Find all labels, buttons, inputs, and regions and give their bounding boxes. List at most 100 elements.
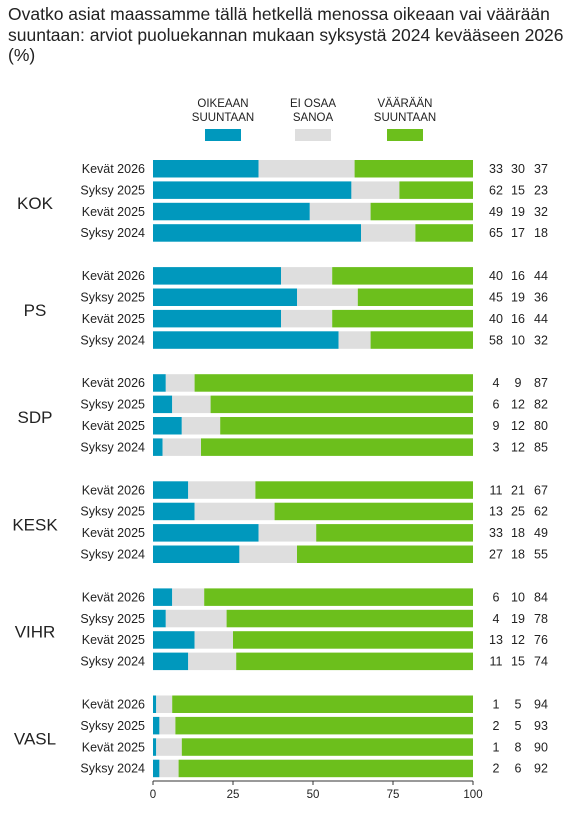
- value-label: 94: [534, 698, 548, 712]
- bar-segment-oikeaan: [153, 588, 173, 606]
- bar-segment-ei_osaa: [297, 288, 358, 306]
- value-label: 19: [511, 291, 525, 305]
- value-label: 76: [534, 633, 548, 647]
- bar-segment-vaaraan: [274, 502, 473, 521]
- value-label: 9: [515, 376, 522, 390]
- bar-segment-vaaraan: [332, 267, 473, 285]
- value-label: 18: [511, 526, 525, 540]
- bar-segment-vaaraan: [226, 609, 473, 628]
- bar-segment-oikeaan: [153, 759, 160, 778]
- bar-segment-oikeaan: [153, 631, 195, 649]
- value-label: 12: [511, 419, 525, 433]
- bar-segment-ei_osaa: [281, 309, 333, 328]
- value-label: 78: [534, 612, 548, 626]
- period-label: Kevät 2026: [82, 698, 145, 712]
- value-label: 18: [511, 548, 525, 562]
- bar-segment-vaaraan: [236, 652, 473, 671]
- bar-segment-oikeaan: [153, 738, 157, 756]
- period-label: Kevät 2025: [82, 526, 145, 540]
- legend-label: SUUNTAAN: [374, 112, 436, 124]
- bar-segment-ei_osaa: [165, 609, 227, 628]
- bar-segment-oikeaan: [153, 438, 163, 456]
- x-tick-label: 0: [150, 789, 156, 801]
- bar-segment-vaaraan: [204, 588, 473, 606]
- value-label: 58: [489, 333, 503, 347]
- bar-segment-ei_osaa: [162, 438, 201, 456]
- value-label: 19: [511, 612, 525, 626]
- bar-segment-ei_osaa: [351, 181, 400, 199]
- value-label: 12: [511, 633, 525, 647]
- bar-segment-ei_osaa: [172, 395, 211, 414]
- value-label: 37: [534, 162, 548, 176]
- value-label: 2: [493, 719, 500, 733]
- period-label: Kevät 2025: [82, 740, 145, 754]
- value-label: 44: [534, 269, 548, 283]
- bar-segment-oikeaan: [153, 695, 157, 713]
- period-label: Kevät 2026: [82, 162, 145, 176]
- value-label: 92: [534, 762, 548, 776]
- bar-segment-oikeaan: [153, 545, 240, 563]
- bar-segment-vaaraan: [220, 417, 473, 435]
- bar-segment-ei_osaa: [361, 224, 416, 242]
- bar-segment-vaaraan: [357, 288, 473, 306]
- x-tick-label: 50: [307, 789, 320, 801]
- period-label: Syksy 2025: [80, 398, 145, 412]
- bar-segment-ei_osaa: [181, 417, 221, 435]
- value-label: 45: [489, 291, 503, 305]
- period-label: Kevät 2026: [82, 590, 145, 604]
- bar-segment-ei_osaa: [156, 738, 182, 756]
- bar-segment-vaaraan: [201, 438, 473, 456]
- bar-segment-vaaraan: [175, 716, 473, 735]
- period-label: Syksy 2025: [80, 183, 145, 197]
- legend-swatch: [295, 129, 331, 141]
- value-label: 6: [515, 762, 522, 776]
- value-label: 13: [489, 633, 503, 647]
- bar-segment-oikeaan: [153, 652, 189, 671]
- value-label: 18: [534, 226, 548, 240]
- value-label: 36: [534, 291, 548, 305]
- legend-label: EI OSAA: [290, 98, 336, 110]
- period-label: Kevät 2026: [82, 483, 145, 497]
- bar-segment-ei_osaa: [188, 652, 237, 671]
- party-label: VIHR: [15, 622, 56, 641]
- bar-segment-vaaraan: [399, 181, 473, 199]
- bar-segment-ei_osaa: [239, 545, 297, 563]
- period-label: Syksy 2025: [80, 505, 145, 519]
- value-label: 1: [493, 698, 500, 712]
- bar-segment-oikeaan: [153, 374, 166, 392]
- value-label: 33: [489, 162, 503, 176]
- party-label: KOK: [17, 194, 54, 213]
- bar-segment-vaaraan: [297, 545, 473, 563]
- party-label: PS: [24, 301, 47, 320]
- bar-segment-oikeaan: [153, 181, 352, 199]
- bar-segment-vaaraan: [172, 695, 473, 713]
- bar-segment-oikeaan: [153, 202, 310, 221]
- legend-label: SUUNTAAN: [192, 112, 254, 124]
- value-label: 6: [493, 590, 500, 604]
- value-label: 40: [489, 312, 503, 326]
- party-label: VASL: [14, 730, 56, 749]
- value-label: 82: [534, 398, 548, 412]
- bar-segment-vaaraan: [194, 374, 473, 392]
- value-label: 85: [534, 440, 548, 454]
- bar-segment-oikeaan: [153, 288, 297, 306]
- bar-segment-oikeaan: [153, 481, 189, 499]
- bar-segment-ei_osaa: [172, 588, 205, 606]
- bar-segment-oikeaan: [153, 160, 259, 178]
- period-label: Syksy 2024: [80, 226, 145, 240]
- bar-segment-vaaraan: [332, 309, 473, 328]
- bar-segment-vaaraan: [316, 524, 473, 542]
- bar-segment-oikeaan: [153, 502, 195, 521]
- period-label: Syksy 2025: [80, 719, 145, 733]
- bar-segment-ei_osaa: [194, 502, 275, 521]
- bar-segment-vaaraan: [370, 202, 473, 221]
- value-label: 16: [511, 312, 525, 326]
- value-label: 3: [493, 440, 500, 454]
- bar-segment-ei_osaa: [159, 759, 179, 778]
- bar-segment-vaaraan: [354, 160, 473, 178]
- value-label: 49: [534, 526, 548, 540]
- bar-segment-ei_osaa: [309, 202, 371, 221]
- value-label: 2: [493, 762, 500, 776]
- bar-segment-vaaraan: [255, 481, 473, 499]
- bar-segment-ei_osaa: [159, 716, 176, 735]
